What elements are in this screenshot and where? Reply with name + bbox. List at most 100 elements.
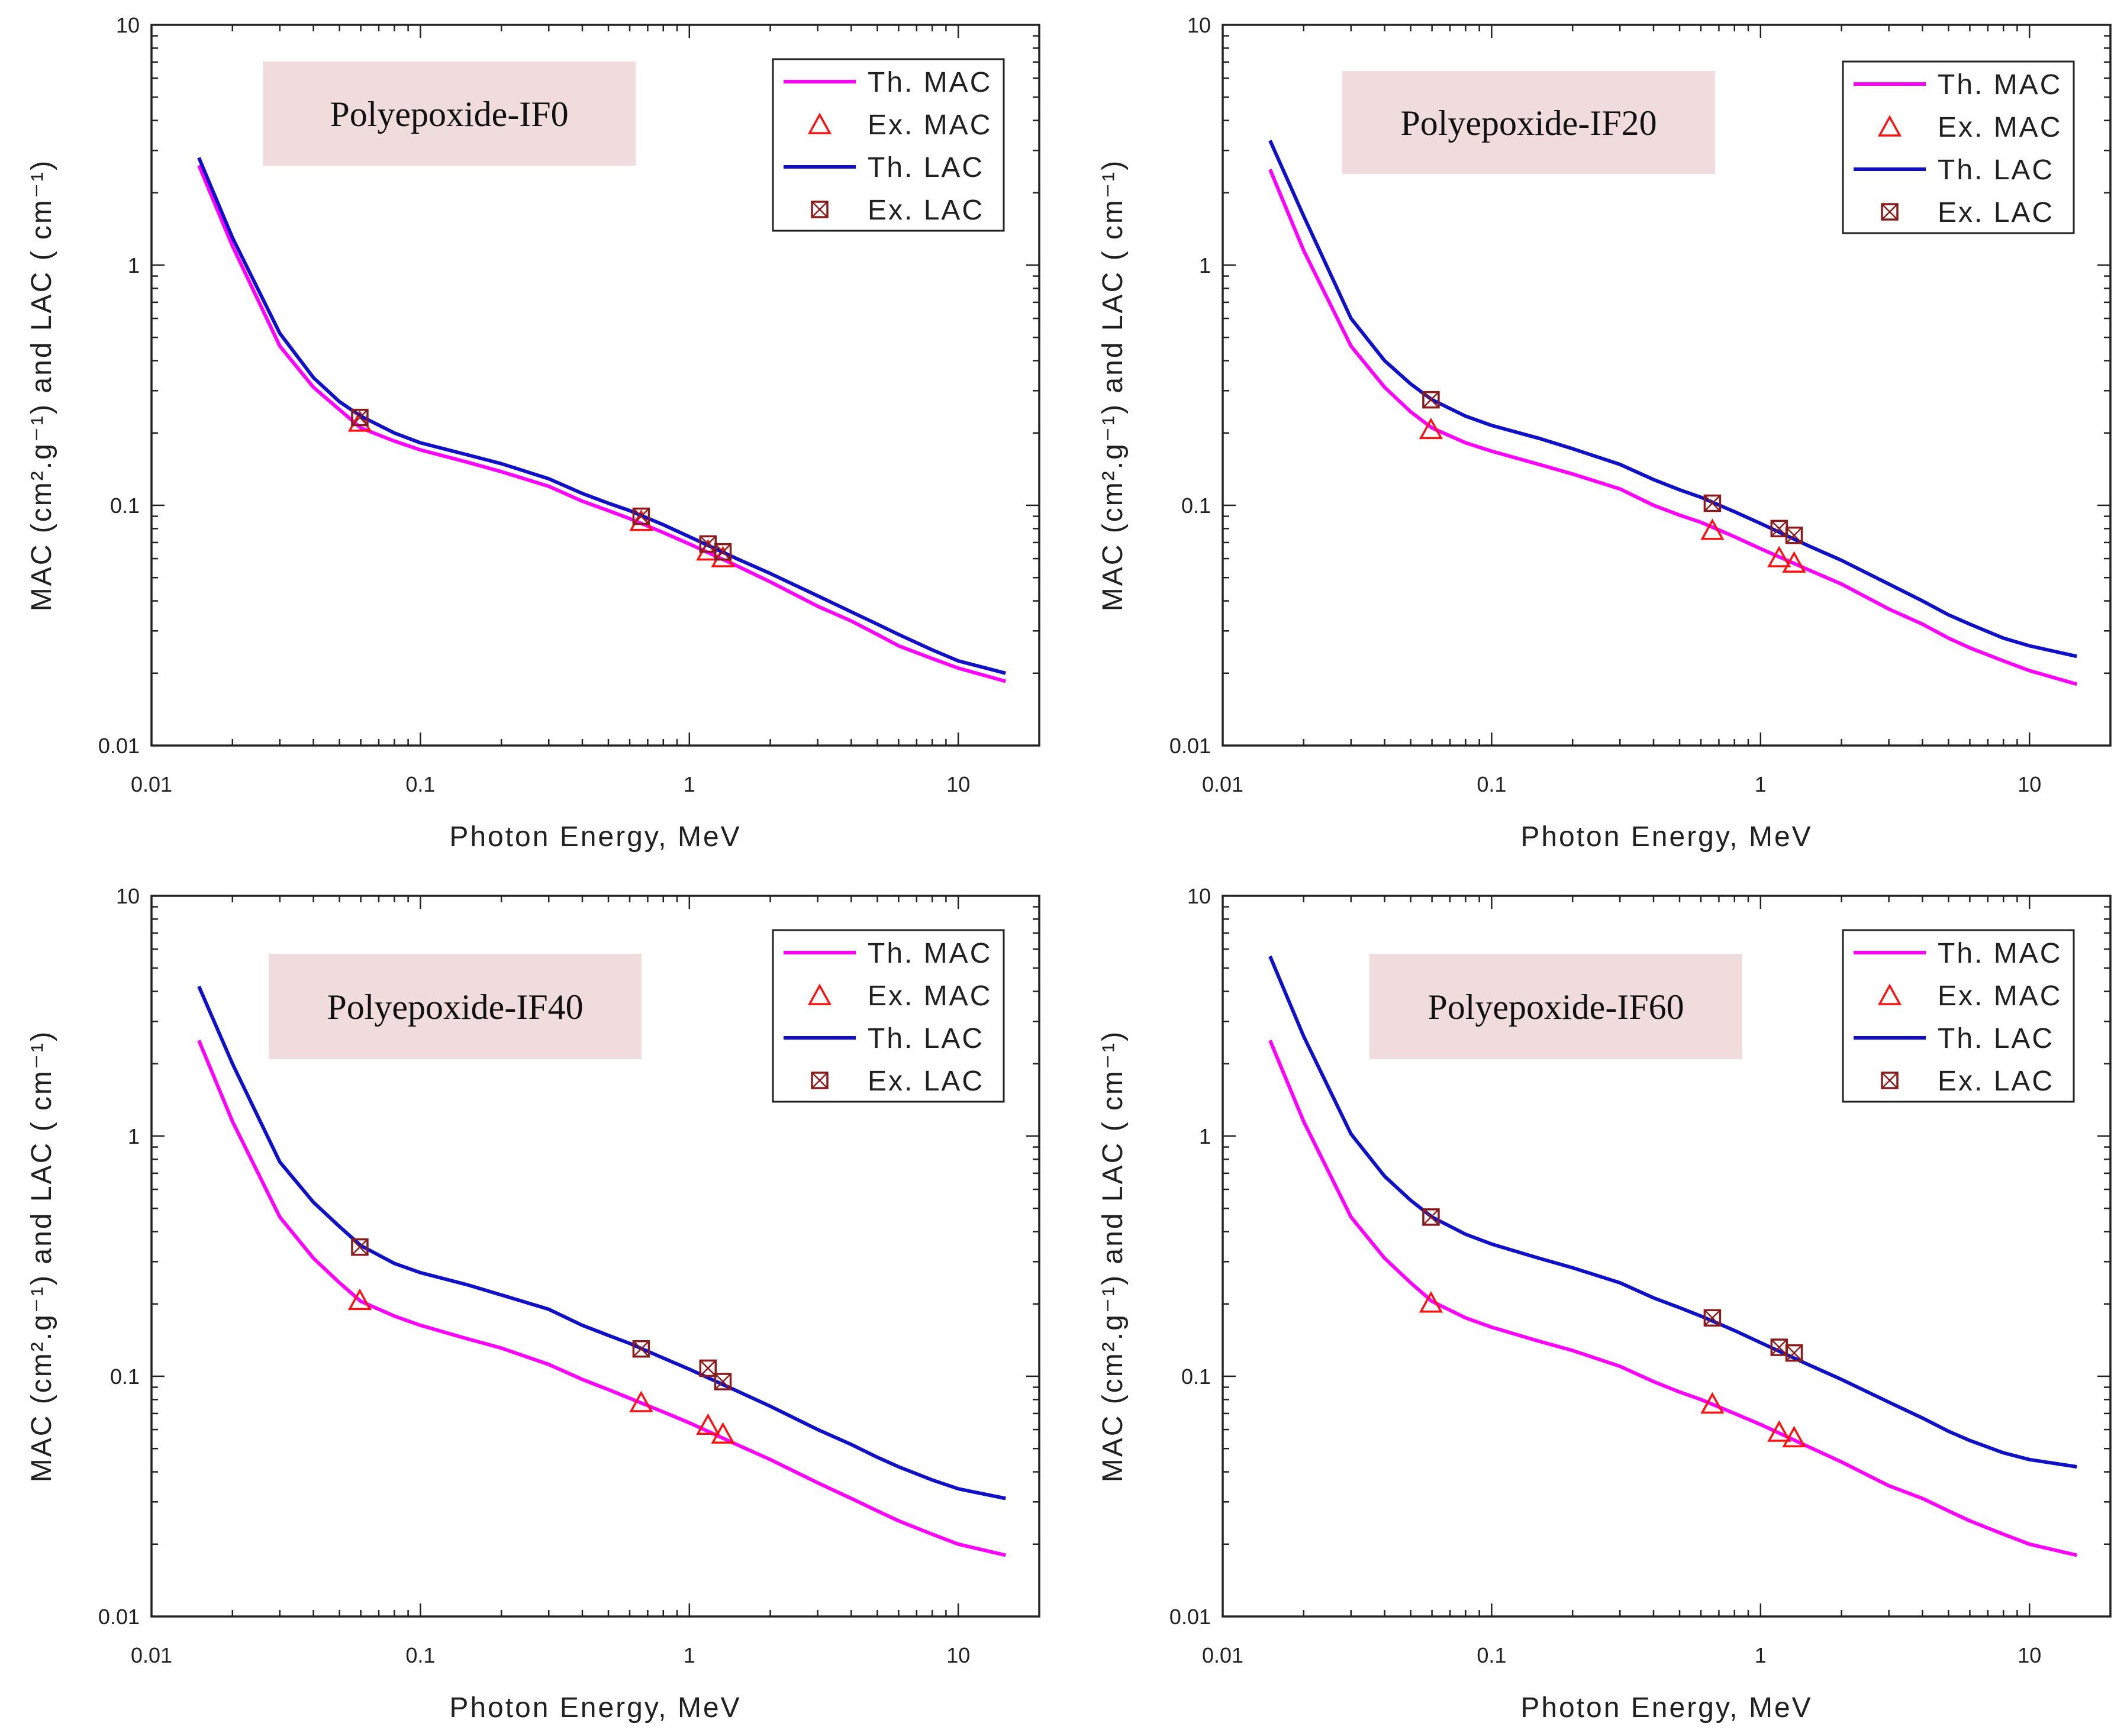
th-mac-line [1268, 169, 2078, 686]
marker-cross-b [714, 1373, 731, 1390]
legend-triangle-swatch [1877, 115, 1902, 137]
marker-cross-b [1423, 391, 1439, 408]
y-tick-label: 10 [116, 884, 140, 908]
legend-label: Th. MAC [1938, 938, 2062, 969]
legend-label: Th. MAC [868, 938, 992, 969]
y-axis-title: MAC (cm².g⁻¹) and LAC ( cm⁻¹) [26, 159, 57, 611]
x-axis-title: Photon Energy, MeV [449, 821, 741, 853]
legend-label: Ex. LAC [868, 1066, 984, 1097]
legend: Th. MAC Ex. MAC Th. LAC Ex. LAC [1842, 929, 2075, 1103]
marker-cross-b [1786, 1344, 1803, 1361]
marker-cross-b [1423, 1209, 1439, 1225]
legend-label: Ex. MAC [868, 980, 992, 1012]
marker-cross-b [1704, 1309, 1721, 1327]
x-axis-title: Photon Energy, MeV [1520, 821, 1812, 853]
panel-title: Polyepoxide-IF40 [327, 988, 583, 1027]
panel-title: Polyepoxide-IF60 [1427, 988, 1684, 1027]
ex-lac-marker [632, 507, 650, 525]
marker-box [1703, 1309, 1722, 1327]
ex-lac-marker [351, 408, 369, 427]
legend-box-swatch [811, 201, 829, 218]
panel-title-box [1369, 954, 1742, 1059]
x-tick-label: 0.1 [1477, 772, 1506, 796]
ex-mac-marker [1700, 1392, 1725, 1414]
legend-label: Ex. MAC [1938, 112, 2062, 143]
th-lac-line [1268, 140, 2077, 659]
marker-cross-b [811, 1072, 828, 1089]
th-mac-line [1268, 1040, 2077, 1557]
x-tick-label: 1 [1755, 1643, 1767, 1667]
marker-cross-b [352, 1238, 368, 1256]
legend-label: Th. MAC [1938, 69, 2062, 101]
marker-cross-b [1771, 520, 1788, 537]
ex-lac-marker [632, 1340, 650, 1358]
marker-box [632, 1340, 650, 1358]
ex-mac-marker [629, 1390, 653, 1412]
ex-lac-marker [1785, 1344, 1803, 1362]
x-tick-label: 0.1 [405, 1643, 435, 1667]
legend-label: Ex. LAC [1938, 197, 2054, 228]
chart-panel-4: 0.01 0.1 1 10 0.01 0.1 1 10 Photon Energy, MeV MA… [1097, 884, 2112, 1724]
legend-box-swatch [1881, 203, 1899, 221]
marker-cross-b [1771, 1339, 1788, 1356]
marker-box [632, 507, 650, 525]
marker-box [351, 408, 369, 427]
chart-panel-2: 0.01 0.1 1 10 0.01 0.1 1 10 Photon Energy, MeV MA… [1097, 13, 2112, 853]
marker-box [1422, 391, 1440, 409]
x-axis-title: Photon Energy, MeV [1520, 1692, 1812, 1724]
marker-box [1881, 1072, 1899, 1089]
marker-box [699, 1359, 717, 1377]
marker-box [811, 201, 829, 218]
x-tick-label: 0.1 [1477, 1643, 1506, 1667]
legend: Th. MAC Ex. MAC Th. LAC Ex. LAC [1842, 60, 2075, 234]
marker-cross-b [700, 1360, 717, 1377]
x-tick-label: 10 [2018, 1643, 2041, 1667]
y-axis-title: MAC (cm².g⁻¹) and LAC ( cm⁻¹) [1097, 159, 1129, 611]
marker-cross-b [1881, 204, 1898, 220]
x-tick-label: 0.01 [131, 1643, 172, 1667]
legend-triangle-swatch [1877, 983, 1902, 1005]
y-tick-label: 0.1 [110, 493, 140, 518]
panel-title-box [269, 954, 642, 1059]
marker-box [351, 1238, 369, 1256]
ex-mac-marker [347, 1288, 372, 1311]
x-tick-label: 0.01 [1202, 772, 1243, 796]
marker-box [1881, 203, 1899, 221]
legend-box-swatch [811, 1072, 829, 1089]
legend: Th. MAC Ex. MAC Th. LAC Ex. LAC [772, 58, 1005, 232]
x-tick-label: 1 [684, 772, 695, 796]
marker-cross-b [1786, 527, 1803, 544]
ex-lac-marker [1703, 1309, 1722, 1327]
x-tick-label: 1 [684, 1643, 695, 1667]
ex-lac-marker [1785, 526, 1803, 544]
marker-box [1785, 526, 1803, 544]
marker-cross-b [1881, 1072, 1898, 1089]
panel-title-box [263, 62, 636, 166]
y-tick-label: 1 [128, 253, 140, 277]
th-lac-line [1268, 956, 2077, 1469]
y-tick-label: 1 [1199, 1124, 1211, 1148]
y-tick-label: 0.1 [1181, 493, 1211, 518]
ex-lac-marker [1422, 391, 1440, 409]
y-tick-label: 1 [1199, 253, 1211, 277]
panel-title-box [1342, 71, 1715, 174]
y-tick-label: 10 [1187, 884, 1211, 908]
ex-mac-marker [696, 1413, 720, 1435]
marker-box [1785, 1344, 1803, 1362]
ex-mac-marker [696, 539, 720, 561]
y-tick-label: 10 [116, 13, 140, 37]
legend-label: Ex. MAC [868, 109, 992, 141]
ex-mac-marker [1782, 551, 1806, 573]
x-tick-label: 10 [946, 1643, 970, 1667]
panel-title: Polyepoxide-IF20 [1400, 104, 1657, 143]
y-tick-label: 0.01 [1169, 734, 1211, 758]
y-tick-label: 1 [128, 1124, 140, 1148]
marker-cross-b [811, 201, 828, 218]
chart-panel-1: 0.01 0.1 1 10 0.01 0.1 1 10 Photon Energy, MeV MA… [26, 13, 1040, 853]
th-mac-line [197, 164, 1007, 683]
y-tick-label: 0.01 [98, 1605, 140, 1629]
x-tick-label: 0.1 [405, 772, 435, 796]
legend-triangle-swatch [807, 112, 832, 134]
legend-label: Th. LAC [868, 152, 984, 183]
